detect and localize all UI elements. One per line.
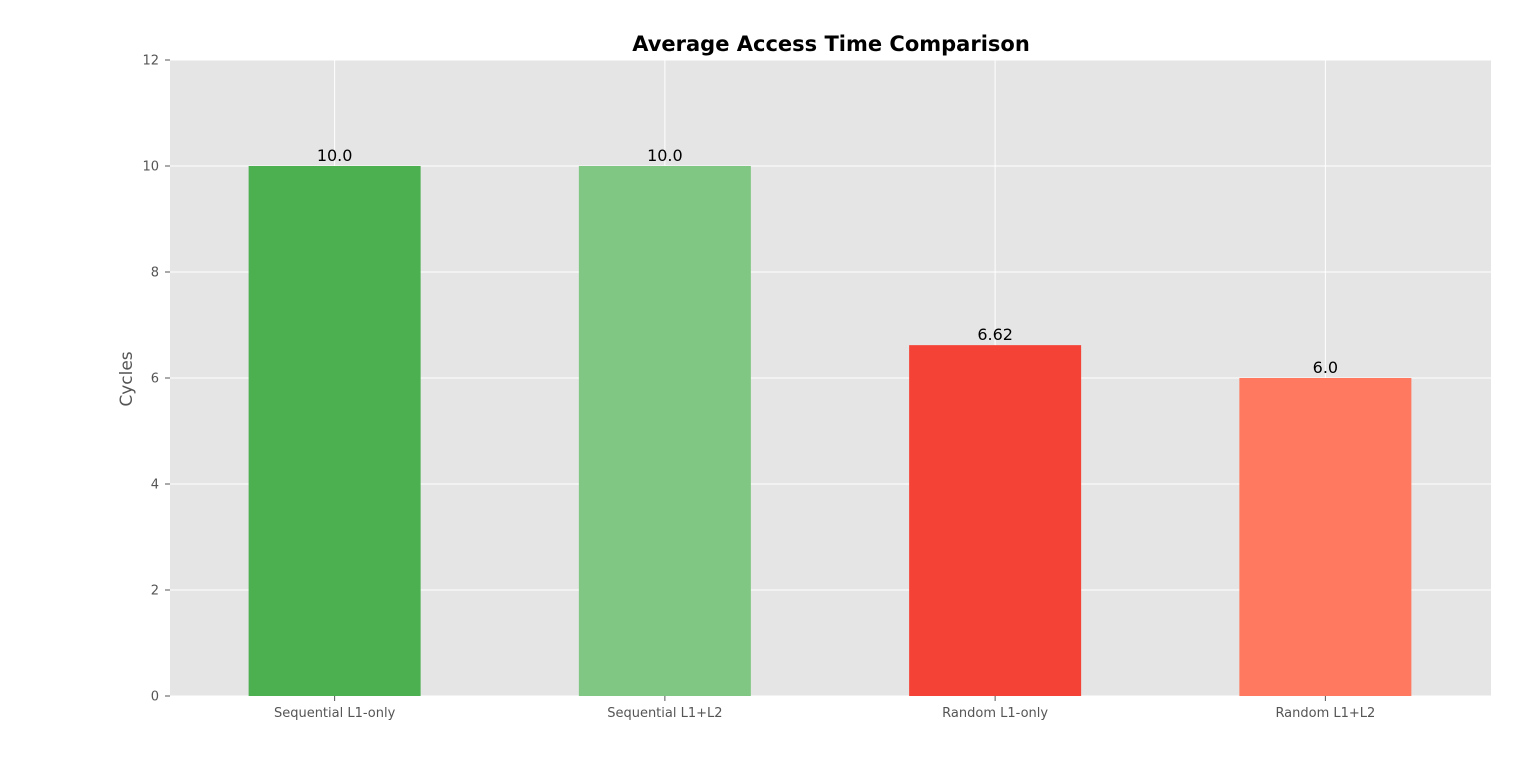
value-labels: 10.0 10.0 6.62 6.0 — [317, 146, 1338, 377]
bars — [248, 166, 1412, 696]
y-axis-label: Cycles — [117, 351, 137, 406]
bar-value-label: 10.0 — [647, 146, 683, 165]
x-tick-label: Sequential L1+L2 — [607, 706, 722, 721]
bar-value-label: 10.0 — [317, 146, 353, 165]
y-tick-label: 8 — [151, 266, 159, 281]
y-tick-label: 12 — [142, 54, 159, 69]
bar-value-label: 6.62 — [977, 325, 1013, 344]
x-tick-label: Random L1+L2 — [1275, 706, 1375, 721]
x-axis: Sequential L1-only Sequential L1+L2 Random… — [274, 696, 1375, 721]
bar — [1239, 378, 1412, 696]
bar-value-label: 6.0 — [1313, 358, 1338, 377]
bar — [909, 345, 1082, 696]
bar — [248, 166, 421, 696]
y-axis: 0 2 4 6 8 10 12 — [142, 54, 170, 705]
bar — [578, 166, 751, 696]
x-tick-label: Random L1-only — [942, 706, 1048, 721]
y-tick-label: 2 — [151, 584, 159, 599]
y-tick-label: 4 — [151, 478, 159, 493]
chart-title: Average Access Time Comparison — [632, 32, 1030, 56]
y-tick-label: 10 — [142, 160, 159, 175]
y-tick-label: 0 — [151, 690, 159, 705]
y-tick-label: 6 — [151, 372, 159, 387]
x-tick-label: Sequential L1-only — [274, 706, 396, 721]
